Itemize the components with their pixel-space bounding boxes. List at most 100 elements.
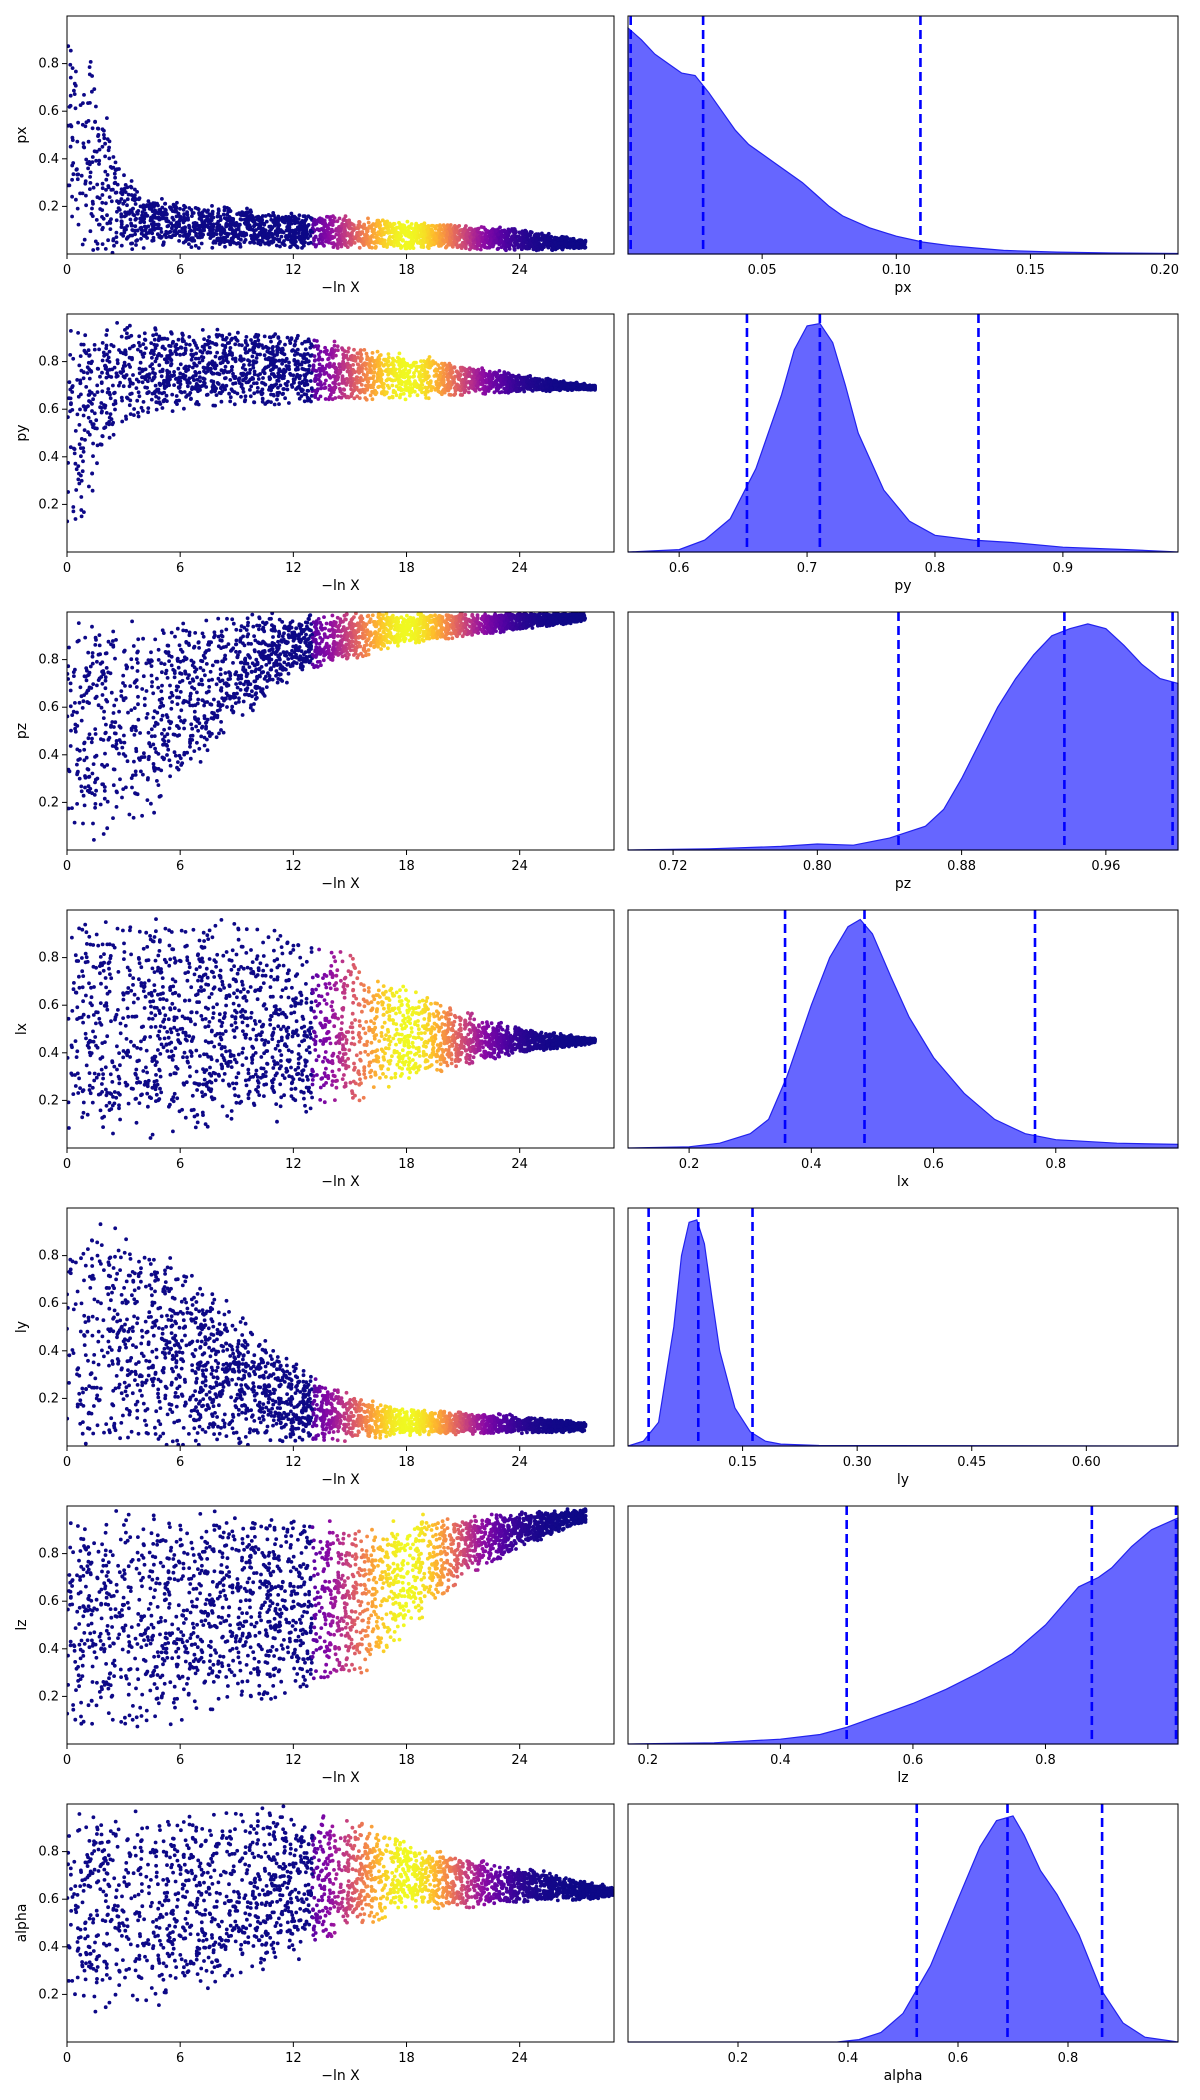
- trace-point: [79, 392, 83, 397]
- trace-point: [138, 349, 143, 354]
- trace-point: [233, 356, 238, 361]
- trace-point: [165, 212, 169, 217]
- trace-point: [119, 222, 124, 227]
- trace-point: [396, 387, 401, 392]
- trace-point: [183, 216, 188, 221]
- trace-point: [251, 365, 256, 370]
- x-axis-label: px: [894, 280, 911, 296]
- trace-point: [114, 218, 119, 223]
- trace-point: [73, 106, 78, 111]
- trace-point: [121, 201, 126, 206]
- trace-point: [384, 391, 389, 396]
- trace-point: [125, 203, 129, 208]
- trace-point: [98, 374, 102, 379]
- trace-point: [345, 361, 350, 366]
- y-tick-label: 0.4: [38, 152, 59, 167]
- trace-point: [402, 223, 407, 228]
- trace-point: [107, 145, 111, 150]
- trace-point: [284, 228, 289, 233]
- trace-point: [221, 212, 226, 217]
- trace-point: [223, 231, 228, 236]
- trace-point: [151, 376, 156, 381]
- trace-point: [185, 380, 190, 385]
- trace-point: [160, 205, 165, 210]
- trace-point: [436, 377, 441, 382]
- trace-point: [406, 369, 411, 374]
- trace-point: [254, 228, 258, 232]
- trace-point: [343, 349, 347, 354]
- trace-point: [378, 371, 383, 375]
- trace-point: [129, 179, 134, 183]
- trace-point: [325, 236, 330, 241]
- trace-point: [90, 471, 94, 476]
- trace-point: [289, 211, 294, 216]
- trace-point: [215, 350, 220, 355]
- trace-point: [567, 242, 572, 247]
- trace-point: [290, 385, 295, 389]
- trace-point: [431, 359, 435, 363]
- trace-point: [285, 335, 290, 340]
- trace-point: [245, 213, 250, 218]
- trace-point: [183, 351, 188, 356]
- trace-point: [378, 353, 383, 357]
- trace-point: [193, 243, 198, 248]
- trace-point: [213, 354, 218, 359]
- trace-point: [172, 370, 177, 374]
- trace-point: [243, 350, 248, 355]
- trace-point: [440, 392, 444, 397]
- trace-point: [186, 216, 190, 220]
- trace-point: [372, 241, 377, 246]
- trace-point: [376, 218, 381, 223]
- trace-point: [132, 407, 137, 411]
- trace-point: [104, 343, 109, 348]
- trace-point: [112, 391, 116, 396]
- trace-point: [78, 103, 83, 107]
- trace-point: [307, 364, 312, 368]
- trace-point: [109, 188, 114, 192]
- trace-point: [502, 228, 507, 233]
- trace-point: [388, 230, 392, 235]
- trace-point: [119, 219, 124, 224]
- trace-point: [452, 239, 457, 244]
- trace-point: [517, 238, 521, 242]
- trace-point: [133, 193, 137, 198]
- trace-point: [336, 240, 340, 245]
- trace-point: [73, 429, 78, 433]
- trace-point: [70, 138, 75, 143]
- trace-point: [79, 446, 83, 450]
- trace-point: [500, 374, 505, 379]
- trace-point: [103, 405, 107, 410]
- trace-point: [239, 384, 244, 389]
- trace-point: [88, 60, 93, 64]
- trace-point: [222, 205, 227, 210]
- trace-point: [487, 372, 491, 377]
- trace-point: [462, 372, 467, 377]
- trace-point: [252, 391, 257, 396]
- trace-point: [297, 396, 302, 401]
- trace-point: [159, 230, 164, 234]
- trace-point: [256, 214, 261, 219]
- trace-point: [184, 342, 189, 347]
- trace-point: [448, 239, 453, 244]
- trace-point: [440, 366, 445, 370]
- trace-point: [82, 348, 87, 353]
- trace-point: [207, 212, 212, 217]
- trace-point: [286, 379, 290, 384]
- trace-point: [260, 387, 265, 392]
- trace-point: [84, 351, 89, 356]
- trace-point: [440, 227, 444, 232]
- trace-point: [87, 354, 92, 358]
- trace-point: [76, 477, 81, 482]
- trace-point: [343, 214, 348, 219]
- trace-point: [267, 387, 271, 392]
- trace-point: [409, 365, 414, 370]
- trace-point: [73, 517, 78, 521]
- trace-point: [96, 367, 101, 371]
- trace-point: [105, 173, 110, 177]
- trace-point: [75, 172, 80, 177]
- trace-point: [75, 139, 80, 144]
- trace-point: [157, 215, 161, 220]
- trace-point: [193, 387, 198, 391]
- trace-point: [225, 212, 230, 217]
- x-tick-label: 0.15: [1016, 263, 1045, 278]
